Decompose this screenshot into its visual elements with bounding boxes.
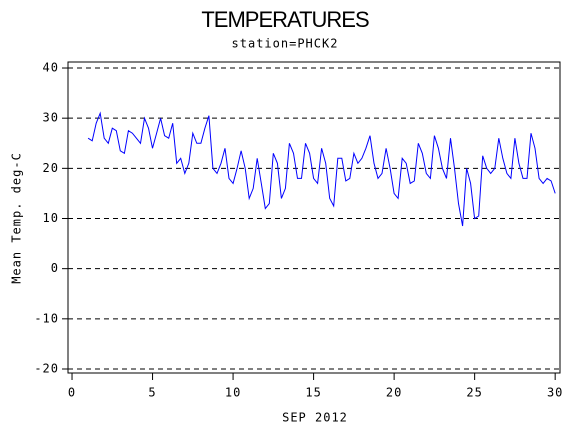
x-tick-label: 30 <box>547 386 563 400</box>
x-tick-label: 15 <box>305 386 321 400</box>
chart-title: TEMPERATURES <box>201 7 369 32</box>
y-tick-label: 0 <box>51 261 59 275</box>
y-tick-label: 30 <box>43 111 59 125</box>
data-line <box>87 111 556 227</box>
y-tick-label: -10 <box>34 311 59 325</box>
y-tick-label: 40 <box>43 61 59 75</box>
y-axis-label: Mean Temp. deg-C <box>10 152 24 284</box>
y-tick-label: -20 <box>34 361 59 375</box>
x-tick-label: 0 <box>68 386 76 400</box>
x-tick-label: 10 <box>225 386 241 400</box>
chart-subtitle: station=PHCK2 <box>232 37 339 51</box>
y-tick-label: 20 <box>43 161 59 175</box>
y-tick-label: 10 <box>43 211 59 225</box>
x-tick-label: 5 <box>148 386 156 400</box>
x-tick-label: 25 <box>466 386 482 400</box>
plot-frame <box>67 61 561 374</box>
x-axis-label: SEP 2012 <box>282 411 348 425</box>
x-tick-label: 20 <box>386 386 402 400</box>
